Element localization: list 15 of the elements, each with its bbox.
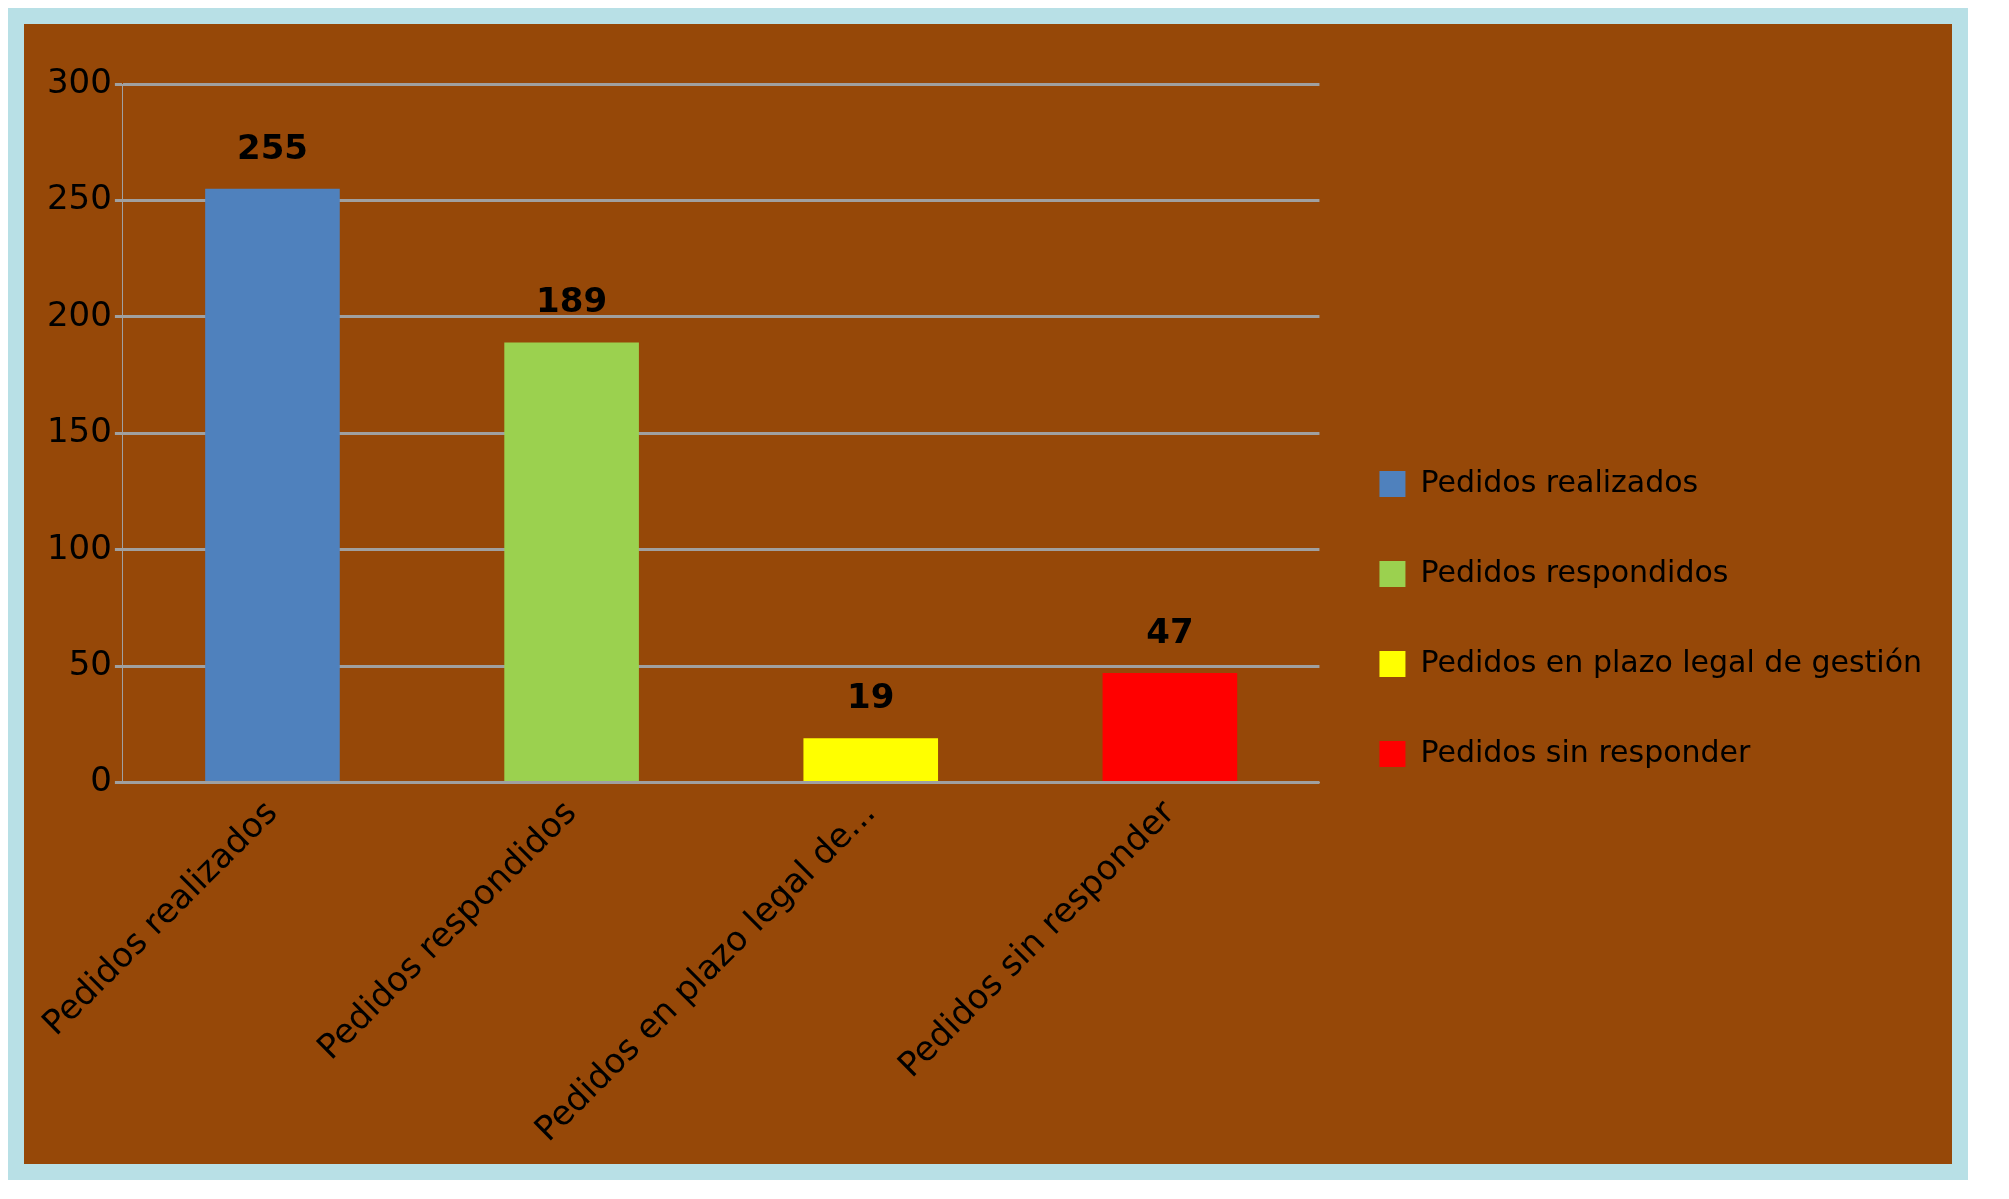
y-tick-label: 200 (46, 293, 112, 334)
legend-label: Pedidos realizados (1420, 463, 1699, 499)
legend-label: Pedidos en plazo legal de gestión (1420, 643, 1923, 679)
y-tick-label: 100 (46, 526, 112, 567)
y-tick-label: 250 (46, 177, 112, 218)
data-label: 255 (236, 126, 308, 167)
y-tick-label: 300 (46, 60, 112, 101)
data-label: 19 (847, 676, 895, 717)
legend-label: Pedidos sin responder (1420, 733, 1752, 769)
data-label: 189 (536, 280, 608, 321)
y-tick-label: 0 (90, 759, 112, 800)
legend-label: Pedidos respondidos (1420, 553, 1729, 589)
y-tick-label: 50 (68, 642, 112, 683)
data-label: 47 (1146, 610, 1194, 651)
y-tick-label: 150 (46, 410, 112, 451)
